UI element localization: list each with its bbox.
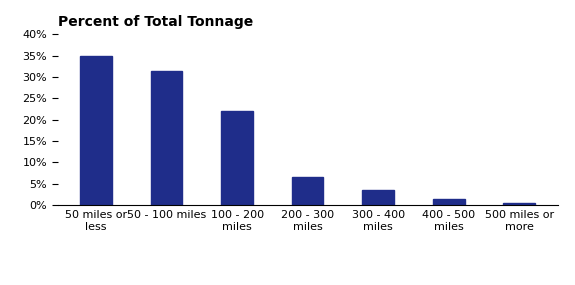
Bar (503, 203, 535, 205)
Bar (433, 199, 465, 205)
Bar (221, 111, 253, 205)
Bar (81, 56, 112, 205)
Bar (292, 177, 324, 205)
Bar (151, 70, 182, 205)
Bar (362, 190, 394, 205)
Text: Percent of Total Tonnage: Percent of Total Tonnage (58, 15, 253, 29)
